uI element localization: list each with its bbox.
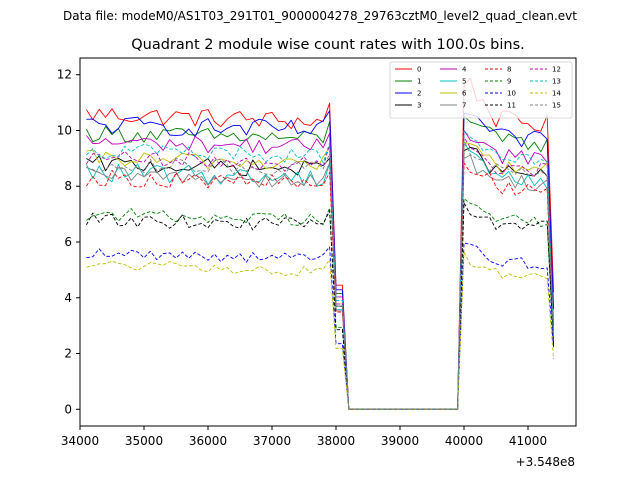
legend-label-6: 6 — [462, 90, 467, 98]
x-tick-label: 41000 — [509, 434, 547, 448]
legend-label-2: 2 — [417, 90, 421, 98]
legend-label-9: 9 — [507, 78, 511, 86]
series-line-13 — [86, 130, 555, 410]
series-line-4 — [86, 129, 555, 410]
series-line-1 — [85, 115, 555, 410]
y-tick-label: 6 — [64, 235, 72, 249]
x-axis: 34000 35000 36000 37000 38000 39000 40000 41000 — [61, 426, 547, 448]
legend-label-15: 15 — [552, 102, 561, 110]
legend-label-4: 4 — [462, 66, 467, 74]
suptitle: Data file: modeM0/AS1T03_291T01_90000042… — [63, 9, 577, 23]
series-line-5 — [85, 143, 555, 410]
y-tick-label: 4 — [64, 291, 72, 305]
x-tick-label: 37000 — [253, 434, 291, 448]
legend-box — [389, 61, 573, 119]
x-tick-label: 36000 — [189, 434, 227, 448]
series-line-9 — [86, 198, 555, 410]
series-line-15 — [86, 139, 555, 410]
series-line-11 — [86, 202, 555, 410]
chart-title: Quadrant 2 module wise count rates with … — [131, 37, 525, 53]
series-line-7 — [86, 154, 555, 410]
y-tick-label: 8 — [64, 179, 72, 193]
y-tick-label: 2 — [64, 347, 72, 361]
x-tick-label: 38000 — [317, 434, 355, 448]
legend-label-12: 12 — [552, 66, 561, 74]
legend-label-7: 7 — [462, 102, 466, 110]
x-tick-label: 34000 — [61, 434, 99, 448]
legend-label-5: 5 — [462, 78, 466, 86]
x-tick-label: 35000 — [125, 434, 163, 448]
plot-lines — [85, 77, 555, 410]
legend-label-3: 3 — [417, 102, 421, 110]
legend-label-1: 1 — [417, 78, 421, 86]
legend-label-13: 13 — [552, 78, 561, 86]
y-axis: 0 2 4 6 8 10 12 — [57, 68, 80, 416]
legend-label-14: 14 — [552, 90, 561, 98]
legend-label-11: 11 — [507, 102, 516, 110]
legend-label-0: 0 — [417, 66, 421, 74]
legend-label-8: 8 — [507, 66, 511, 74]
series-line-14 — [86, 251, 555, 410]
legend-label-10: 10 — [507, 90, 516, 98]
y-tick-label: 10 — [57, 123, 72, 137]
series-line-10 — [86, 242, 555, 410]
series-line-12 — [86, 136, 555, 410]
x-tick-label: 39000 — [381, 434, 419, 448]
series-line-8 — [86, 162, 555, 410]
x-offset-label: +3.548e8 — [516, 455, 575, 469]
y-tick-label: 0 — [64, 402, 72, 416]
y-tick-label: 12 — [57, 68, 72, 82]
x-tick-label: 40000 — [445, 434, 483, 448]
